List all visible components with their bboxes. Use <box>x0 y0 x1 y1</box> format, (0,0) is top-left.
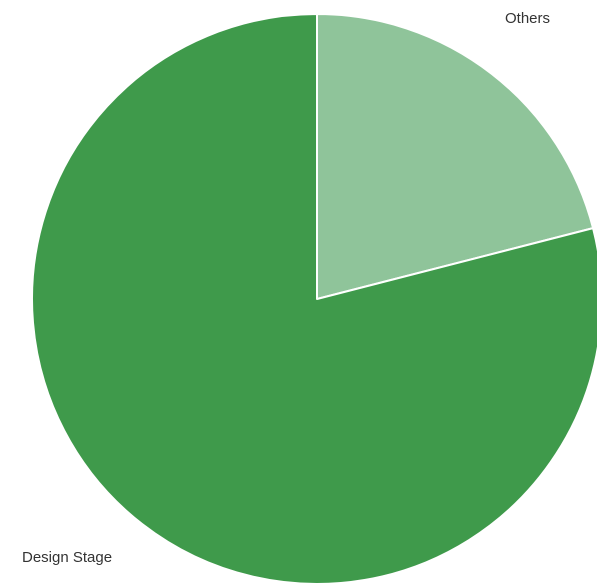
slice-label-others: Others <box>505 10 550 27</box>
slice-label-design-stage: Design Stage <box>22 549 112 566</box>
pie-slice-design-stage <box>31 13 597 585</box>
pie-slice-others <box>316 13 595 300</box>
slices-layer <box>31 13 597 585</box>
labels-layer: Others Design Stage <box>22 10 550 566</box>
